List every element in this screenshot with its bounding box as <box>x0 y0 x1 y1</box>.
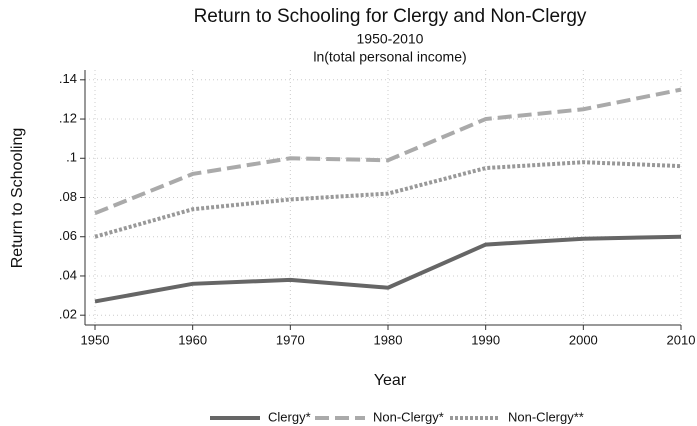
legend-label: Non-Clergy** <box>508 409 584 424</box>
y-tick-label: .02 <box>59 307 77 322</box>
y-tick-label: .12 <box>59 110 77 125</box>
y-tick-label: .1 <box>66 150 77 165</box>
series-line <box>94 160 682 239</box>
series-line <box>94 87 682 216</box>
x-tick-label: 1980 <box>374 332 403 347</box>
series-line <box>94 234 682 304</box>
y-tick-label: .08 <box>59 189 77 204</box>
y-tick-label: .04 <box>59 267 77 282</box>
y-tick-label: .06 <box>59 228 77 243</box>
x-axis-label: Year <box>374 372 407 389</box>
legend-label: Non-Clergy* <box>373 409 444 424</box>
x-tick-label: 1990 <box>471 332 500 347</box>
chart-subtitle: ln(total personal income) <box>313 49 466 65</box>
x-tick-label: 1970 <box>276 332 305 347</box>
x-tick-label: 2000 <box>569 332 598 347</box>
legend-label: Clergy* <box>268 409 311 424</box>
x-tick-label: 1960 <box>178 332 207 347</box>
x-tick-label: 1950 <box>81 332 110 347</box>
y-tick-label: .14 <box>59 71 77 86</box>
y-axis-label: Return to Schooling <box>9 128 26 269</box>
x-tick-label: 2010 <box>667 332 696 347</box>
chart-title: Return to Schooling for Clergy and Non-C… <box>194 6 587 27</box>
chart-subtitle: 1950-2010 <box>357 31 424 47</box>
